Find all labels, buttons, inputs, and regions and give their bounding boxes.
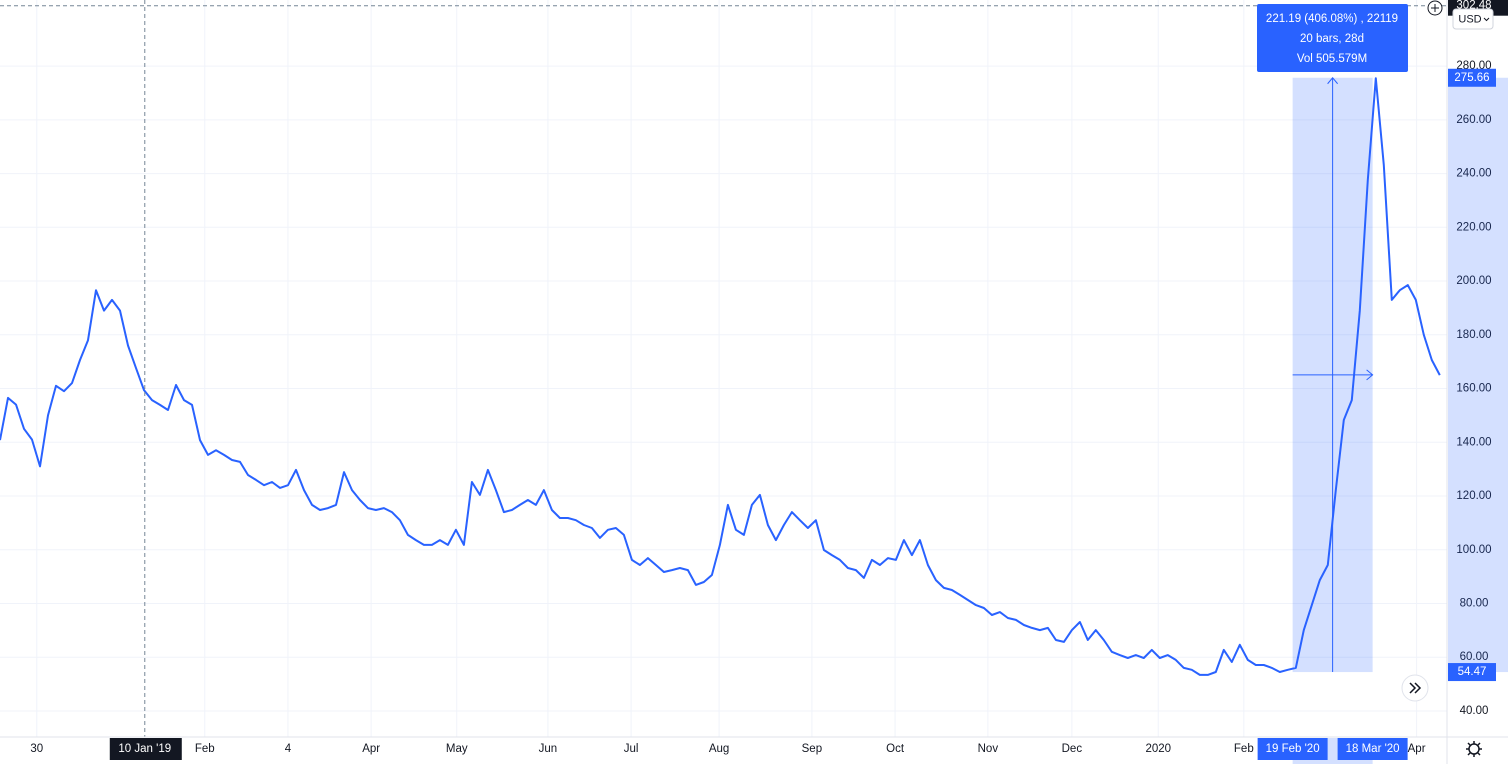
range-date-box (1337, 738, 1408, 760)
price-range-highlight (1448, 77, 1508, 673)
crosshair-price-label: 302.48 (1456, 0, 1491, 12)
arrowhead (1366, 369, 1374, 381)
y-tick-label: 240.00 (1456, 168, 1491, 180)
crosshair-date-box (109, 738, 182, 760)
x-tick-label: Jul (624, 743, 639, 755)
plot (0, 0, 1447, 737)
chevron (1483, 17, 1490, 22)
x-tick-label: Feb (1234, 743, 1254, 755)
y-tick-label: 140.00 (1456, 436, 1491, 448)
x-tick-label: Nov (978, 743, 999, 755)
grid (0, 0, 1447, 737)
y-tick-label: 80.00 (1460, 597, 1489, 609)
x-tick-label: Dec (1062, 743, 1083, 755)
y-tick-label: 160.00 (1456, 383, 1491, 395)
y-tick-label: 180.00 (1456, 329, 1491, 341)
x-tick-label: Apr (1408, 743, 1426, 755)
range-date-label: 19 Feb '20 (1266, 743, 1320, 755)
x-tick-label: May (446, 743, 468, 755)
y-tick-label: 260.00 (1456, 114, 1491, 126)
currency-box[interactable] (1452, 8, 1494, 30)
measure-info-text: 221.19 (406.08%) , 22119 (1266, 13, 1398, 25)
range-date-label: 18 Mar '20 (1346, 743, 1400, 755)
range-price-box (1448, 663, 1496, 682)
gear-teeth (1466, 741, 1482, 757)
plus (1431, 4, 1439, 12)
y-tick-label: 200.00 (1456, 275, 1491, 287)
y-tick-label: 40.00 (1460, 705, 1489, 717)
x-tick-label: 4 (285, 743, 292, 755)
crosshair-date-label: 10 Jan '19 (118, 743, 171, 755)
x-tick-label: Feb (195, 743, 215, 755)
measure-info-box (1257, 4, 1408, 72)
y-tick-label: 120.00 (1456, 490, 1491, 502)
x-tick-label: 30 (30, 743, 43, 755)
axes: 40.00 60.00 80.00 100.00 120.00 140.00 160.00 1… (30, 0, 1508, 764)
y-tick-label: 220.00 (1456, 221, 1491, 233)
arrowhead (1327, 76, 1339, 85)
x-tick-label: Jun (539, 743, 558, 755)
x-tick-label: Aug (709, 743, 729, 755)
settings-button[interactable] (1466, 741, 1482, 757)
x-tick-label: Oct (886, 743, 905, 755)
range-price-label: 275.66 (1454, 72, 1489, 84)
x-tick-label: Apr (362, 743, 380, 755)
range-price-box (1448, 68, 1496, 87)
y-tick-label: 60.00 (1460, 651, 1489, 663)
range-price-label: 54.47 (1458, 666, 1487, 678)
x-tick-label: Sep (802, 743, 822, 755)
scroll-arrows (1409, 682, 1422, 694)
x-tick-label: 2020 (1145, 743, 1171, 755)
scroll-button[interactable] (1401, 674, 1429, 702)
measure-info-text: Vol 505.579M (1297, 53, 1367, 65)
price-line (0, 77, 1441, 676)
add-button[interactable] (1427, 0, 1443, 16)
currency[interactable]: USD (1458, 13, 1481, 25)
measure-info-text: 20 bars, 28d (1300, 33, 1364, 45)
currency-button[interactable]: USD (1452, 8, 1494, 30)
y-tick-label: 100.00 (1456, 544, 1491, 556)
range-date-box (1257, 738, 1328, 760)
